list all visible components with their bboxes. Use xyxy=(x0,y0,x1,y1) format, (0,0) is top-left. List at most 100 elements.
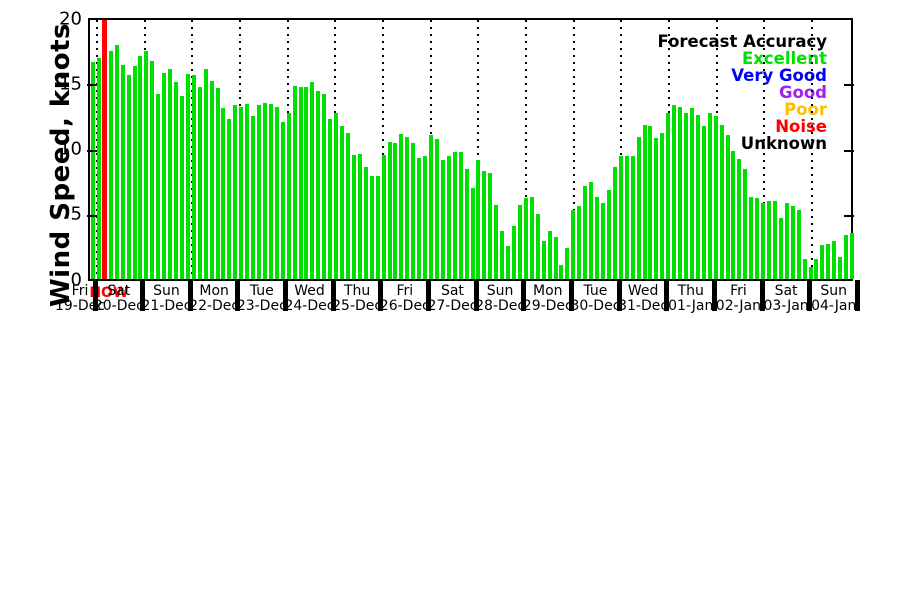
y-tick-label: 15 xyxy=(59,73,82,95)
wind-speed-bar xyxy=(636,136,641,279)
wind-speed-bar xyxy=(274,106,279,279)
wind-speed-bar xyxy=(476,160,481,279)
wind-speed-bar xyxy=(150,61,155,279)
day-name: Sat xyxy=(107,283,131,299)
wind-speed-bar xyxy=(280,122,285,279)
day-date: 27-Dec xyxy=(427,298,478,314)
wind-speed-bar xyxy=(689,108,694,279)
wind-speed-bar xyxy=(251,115,256,279)
wind-speed-bar xyxy=(618,156,623,279)
day-label: Sun 21-Dec xyxy=(131,284,201,313)
wind-speed-bar xyxy=(239,106,244,279)
wind-speed-bar xyxy=(298,87,303,279)
wind-speed-bar xyxy=(191,75,196,279)
wind-speed-bar xyxy=(808,267,813,279)
wind-speed-bar xyxy=(577,205,582,279)
wind-speed-bar xyxy=(601,203,605,279)
day-label: Sun 28-Dec xyxy=(465,284,535,313)
wind-speed-bar xyxy=(470,187,475,279)
wind-speed-bar xyxy=(678,106,683,279)
day-date: 28-Dec xyxy=(475,298,526,314)
wind-speed-bar xyxy=(227,118,232,279)
day-label: Sat 03-Jan xyxy=(751,284,821,313)
y-tick-mark xyxy=(87,214,97,217)
wind-speed-bar xyxy=(304,87,309,279)
wind-speed-bar xyxy=(434,139,439,279)
day-gridline xyxy=(572,20,575,279)
wind-speed-bar xyxy=(286,113,291,279)
wind-speed-bar xyxy=(429,135,434,279)
wind-speed-bar xyxy=(156,93,161,279)
wind-speed-bar xyxy=(369,175,374,279)
day-label: Wed 24-Dec xyxy=(274,284,344,313)
y-tick-label: 5 xyxy=(70,203,82,225)
day-label: Sat 20-Dec xyxy=(84,284,154,313)
wind-speed-bar xyxy=(387,141,392,279)
day-name: Mon xyxy=(533,283,563,299)
wind-speed-bar xyxy=(547,230,552,279)
wind-speed-bar xyxy=(393,143,398,279)
wind-speed-bar xyxy=(268,104,273,279)
wind-speed-bar xyxy=(814,259,819,279)
day-gridline xyxy=(524,20,527,279)
day-date: 03-Jan xyxy=(763,298,809,314)
legend-entry-unknown: Unknown xyxy=(740,134,827,153)
day-name: Sun xyxy=(153,283,180,299)
wind-speed-bar xyxy=(292,85,297,279)
wind-speed-bar xyxy=(500,230,505,279)
wind-speed-bar xyxy=(612,166,617,279)
y-tick-label: 0 xyxy=(70,269,82,290)
wind-speed-bar xyxy=(423,156,428,279)
day-date: 25-Dec xyxy=(332,298,383,314)
day-name: Sat xyxy=(774,283,798,299)
y-tick-mark xyxy=(87,149,97,152)
wind-speed-bar xyxy=(512,225,517,279)
wind-speed-bar xyxy=(215,88,220,279)
day-name: Tue xyxy=(583,283,608,299)
legend-entry-excellent: Excellent xyxy=(741,49,827,68)
wind-speed-bar xyxy=(743,169,748,279)
day-separator-tick xyxy=(664,280,670,311)
wind-speed-bar xyxy=(375,175,380,279)
wind-speed-bar xyxy=(719,125,724,279)
day-gridline xyxy=(810,20,813,279)
day-gridline xyxy=(381,20,384,279)
wind-speed-bar xyxy=(559,264,564,279)
wind-speed-bar xyxy=(126,75,131,279)
day-separator-tick xyxy=(473,280,479,311)
wind-speed-bar xyxy=(844,234,849,279)
wind-speed-bar xyxy=(405,136,410,279)
wind-speed-bar xyxy=(399,134,404,279)
wind-speed-bar xyxy=(571,209,576,279)
day-name: Fri xyxy=(396,283,414,299)
y-tick-label: 10 xyxy=(59,138,82,160)
wind-speed-bar xyxy=(346,132,350,279)
y-tick-mark xyxy=(87,84,97,87)
wind-speed-bar xyxy=(108,50,113,279)
day-name: Tue xyxy=(249,283,274,299)
day-separator-tick xyxy=(235,280,241,311)
wind-speed-bar xyxy=(334,113,339,279)
day-separator-tick xyxy=(712,280,718,311)
wind-speed-bar xyxy=(761,203,766,279)
day-gridline xyxy=(763,20,766,279)
day-separator-tick xyxy=(330,280,336,311)
wind-speed-bar xyxy=(257,105,262,279)
wind-speed-bar xyxy=(695,114,700,279)
day-date: 24-Dec xyxy=(284,298,335,314)
day-name: Fri xyxy=(71,283,89,299)
y-tick-mark xyxy=(844,214,854,217)
wind-speed-bar xyxy=(850,233,855,279)
day-label: Fri 02-Jan xyxy=(703,284,773,313)
day-date: 26-Dec xyxy=(379,298,430,314)
wind-speed-bar xyxy=(168,68,173,279)
day-date: 20-Dec xyxy=(93,298,144,314)
wind-speed-bar xyxy=(595,196,600,279)
day-label: Sun 04-Jan xyxy=(799,284,869,313)
day-name: Sun xyxy=(486,283,514,299)
day-date: 23-Dec xyxy=(236,298,287,314)
legend-entry-poor: Poor xyxy=(784,100,827,119)
wind-speed-bar xyxy=(440,160,445,279)
legend-title: Forecast Accuracy xyxy=(657,32,827,51)
